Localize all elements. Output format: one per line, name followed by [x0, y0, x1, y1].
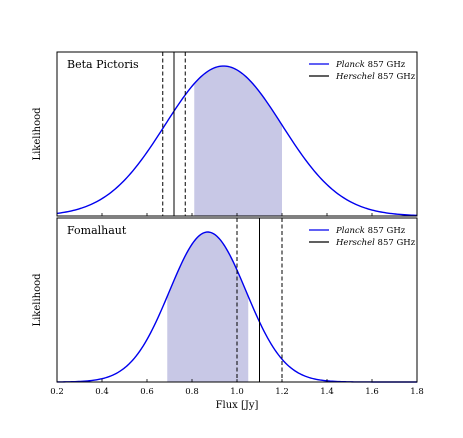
legend-entry-name: Planck	[335, 226, 365, 236]
y-axis-title: Likelihood	[32, 273, 43, 327]
panel-title: Fomalhaut	[67, 224, 127, 237]
x-tick-label: 1.6	[365, 387, 379, 397]
shaded-interval	[167, 232, 249, 382]
legend-entry-name: Planck	[335, 60, 365, 70]
x-tick-label: 1.2	[275, 387, 289, 397]
legend-entry: Planck 857 GHz	[335, 60, 406, 70]
x-tick-label: 1.0	[230, 387, 244, 397]
legend-entry-suffix: 857 GHz	[365, 226, 406, 236]
x-tick-label: 1.8	[410, 387, 424, 397]
y-axis-title: Likelihood	[32, 107, 43, 161]
x-tick-label: 0.6	[140, 387, 154, 397]
panel-title: Beta Pictoris	[67, 58, 139, 71]
x-tick-label: 1.4	[320, 387, 334, 397]
legend-entry-name: Herschel	[335, 72, 375, 82]
legend-entry-suffix: 857 GHz	[375, 72, 416, 82]
x-tick-label: 0.4	[95, 387, 109, 397]
legend-entry-name: Herschel	[335, 238, 375, 248]
legend-entry: Herschel 857 GHz	[335, 238, 416, 248]
x-tick-label: 0.2	[50, 387, 64, 397]
legend-entry: Planck 857 GHz	[335, 226, 406, 236]
planck-curve	[56, 65, 418, 217]
x-axis-title: Flux [Jy]	[216, 400, 259, 411]
x-tick-label: 0.8	[185, 387, 199, 397]
legend-entry-suffix: 857 GHz	[375, 238, 416, 248]
x-axis: 0.2 0.4 0.6 0.8 1.0 1.2 1.4 1.6 1.8	[50, 387, 424, 397]
legend-entry-suffix: 857 GHz	[365, 60, 406, 70]
legend-entry: Herschel 857 GHz	[335, 72, 416, 82]
shaded-interval	[194, 66, 282, 216]
